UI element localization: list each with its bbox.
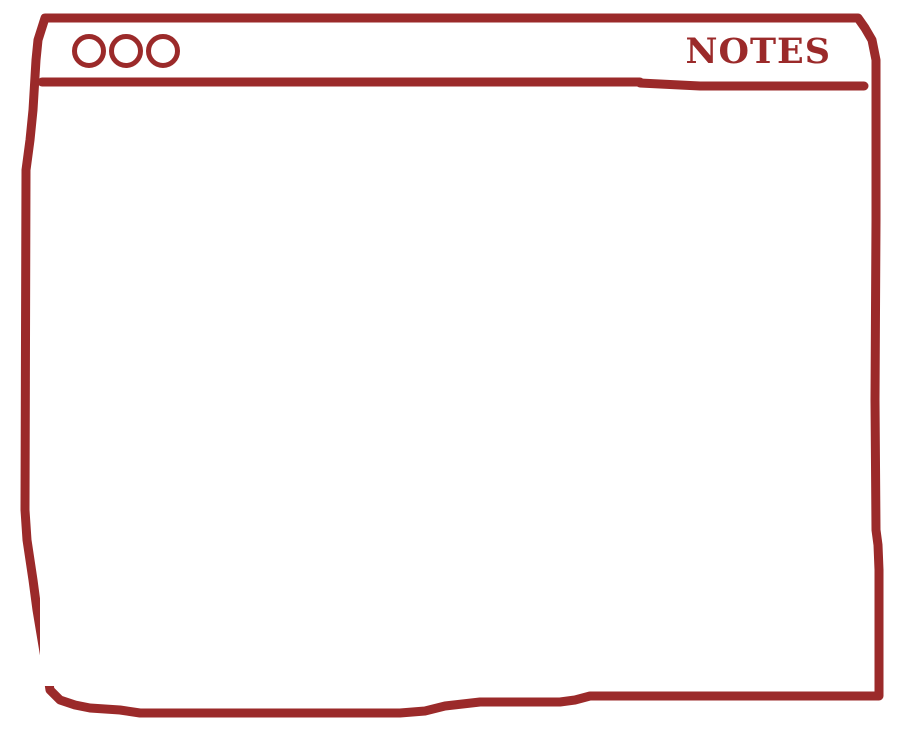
title-bar-divider-end — [635, 78, 869, 91]
close-button[interactable] — [72, 34, 106, 68]
minimize-button[interactable] — [109, 34, 143, 68]
app-title: NOTES — [685, 31, 831, 72]
notes-content-area[interactable] — [40, 96, 870, 686]
window-controls — [72, 34, 180, 68]
title-bar: NOTES — [40, 22, 865, 82]
maximize-button[interactable] — [146, 34, 180, 68]
window-border — [20, 13, 884, 718]
